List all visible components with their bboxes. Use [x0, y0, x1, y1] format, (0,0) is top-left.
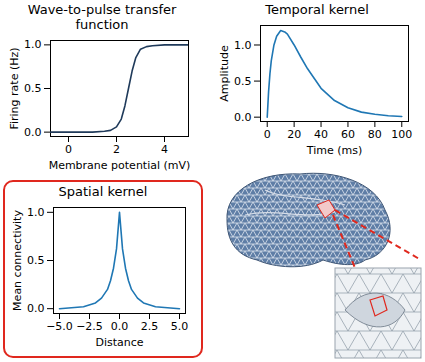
svg-text:0: 0	[65, 143, 72, 156]
svg-text:0.5: 0.5	[24, 82, 42, 95]
svg-text:Membrane potential (mV): Membrane potential (mV)	[49, 159, 191, 172]
svg-text:2: 2	[113, 143, 120, 156]
svg-text:0.0: 0.0	[111, 320, 129, 333]
svg-text:1.0: 1.0	[234, 39, 252, 52]
svg-text:Distance: Distance	[95, 336, 143, 349]
html-text:Temporal kernel: Temporal kernel	[265, 2, 369, 17]
svg-text:Mean connectivity: Mean connectivity	[11, 210, 24, 311]
svg-text:60: 60	[341, 128, 355, 141]
svg-text:20: 20	[287, 128, 301, 141]
svg-text:5.0: 5.0	[171, 320, 189, 333]
svg-text:100: 100	[391, 128, 412, 141]
svg-text:0.5: 0.5	[27, 254, 45, 267]
svg-text:0: 0	[264, 128, 271, 141]
svg-text:0.5: 0.5	[234, 75, 252, 88]
svg-text:Amplitude: Amplitude	[218, 45, 231, 102]
svg-text:4: 4	[161, 143, 168, 156]
svg-text:80: 80	[368, 128, 382, 141]
svg-text:−5.0: −5.0	[46, 320, 73, 333]
svg-text:1.0: 1.0	[27, 206, 45, 219]
svg-text:Firing rate (Hz): Firing rate (Hz)	[8, 47, 21, 129]
svg-text:0.0: 0.0	[24, 126, 42, 139]
html-text:Spatial kernel: Spatial kernel	[58, 184, 148, 199]
svg-text:1.0: 1.0	[24, 38, 42, 51]
svg-text:−2.5: −2.5	[76, 320, 103, 333]
svg-text:0.0: 0.0	[234, 111, 252, 124]
svg-text:0.0: 0.0	[27, 302, 45, 315]
svg-text:40: 40	[314, 128, 328, 141]
html-text:Wave-to-pulse transfer functio: Wave-to-pulse transfer function	[27, 2, 177, 32]
svg-text:Time (ms): Time (ms)	[306, 144, 362, 157]
svg-text:2.5: 2.5	[141, 320, 159, 333]
